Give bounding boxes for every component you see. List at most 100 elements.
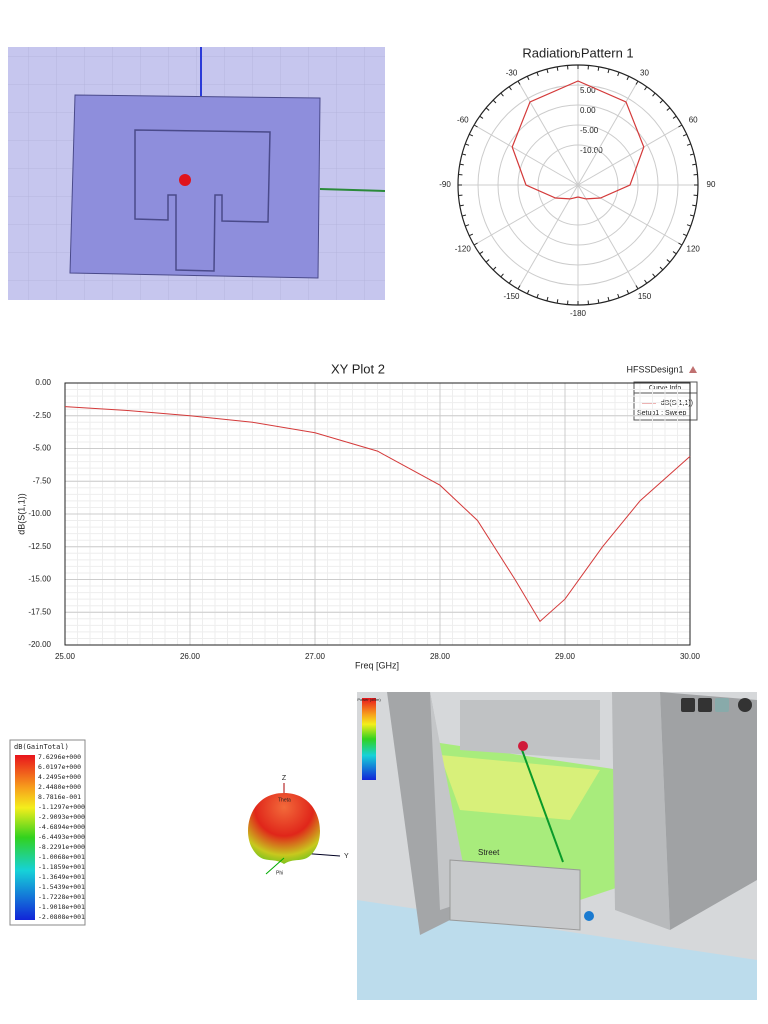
y-axis-label: dB(S(1,1)) <box>16 493 26 535</box>
legend-note: Setup1 : Sweep <box>637 410 687 417</box>
polar-spoke <box>473 124 579 186</box>
gain-label: -1.9018e+001 <box>38 903 85 911</box>
polar-tick <box>689 153 695 156</box>
gain-label: 7.6296e+000 <box>38 753 81 761</box>
y-tick-label: -5.00 <box>33 444 52 453</box>
polar-tick <box>682 233 687 237</box>
x-tick-label: 26.00 <box>180 652 201 661</box>
map-street: Street <box>478 848 500 857</box>
icon <box>689 366 697 373</box>
polar-tick <box>652 92 656 97</box>
polar-spoke <box>517 80 579 186</box>
gain-label: -2.0808e+001 <box>38 913 85 921</box>
y-tick-label: 0.00 <box>35 378 51 387</box>
polar-tick <box>644 86 648 91</box>
polar-tick <box>678 124 683 128</box>
pattern-3d: Z Y Phi Theta <box>247 775 349 876</box>
angle-label: 150 <box>638 292 652 301</box>
polar-tick <box>485 259 490 263</box>
polar-tick <box>526 76 530 81</box>
polar-tick <box>536 72 539 77</box>
polar-tick <box>666 107 671 111</box>
polar-tick <box>546 68 549 74</box>
x-axis-label: Freq [GHz] <box>355 660 399 670</box>
gain-label: -1.7228e+001 <box>38 893 85 901</box>
polar-tick <box>692 163 697 166</box>
r-tick-label: 0.00 <box>580 106 596 115</box>
polar-tick <box>469 133 474 137</box>
y-tick-label: -10.00 <box>28 509 51 518</box>
polar-spoke <box>577 184 683 246</box>
polar-tick <box>459 163 464 166</box>
r-tick-label: 5.00 <box>580 86 596 95</box>
x-tick-label: 27.00 <box>305 652 326 661</box>
y-tick-label: -20.00 <box>28 640 51 649</box>
angle-label: -60 <box>457 116 469 125</box>
gain-label: -6.4493e+000 <box>38 833 85 841</box>
polar-tick <box>479 251 484 255</box>
polar-tick <box>479 115 484 119</box>
x-tick-label: 28.00 <box>430 652 451 661</box>
map-legend-title: Power (dBm) <box>357 697 381 702</box>
polar-tick <box>678 242 683 246</box>
gain-label: -1.5439e+001 <box>38 883 85 891</box>
x-tick-label: 25.00 <box>55 652 76 661</box>
polar-tick <box>617 293 620 298</box>
polar-tick <box>597 299 600 304</box>
y-tick-label: -2.50 <box>33 411 52 420</box>
plot-frame <box>64 382 691 646</box>
axis-theta: Theta <box>278 797 291 803</box>
y-tick-label: -15.00 <box>28 575 51 584</box>
angle-label: 90 <box>707 180 716 189</box>
r-tick-label: -5.00 <box>580 126 599 135</box>
line-title: XY Plot 2 <box>331 361 385 376</box>
polar-tick <box>626 76 630 81</box>
map-view: Power (dBm) Street <box>357 692 757 1000</box>
angle-label: 120 <box>687 245 701 254</box>
y-tick-label: -17.50 <box>28 607 51 616</box>
gain-label: 6.0197e+000 <box>38 763 81 771</box>
polar-tick <box>492 99 497 104</box>
angle-label: -120 <box>455 245 472 254</box>
polar-title: Radiation Pattern 1 <box>522 45 633 60</box>
polar-tick <box>536 293 539 298</box>
polar-tick <box>459 204 464 207</box>
polar-tick <box>461 153 467 156</box>
polar-tick <box>626 289 630 294</box>
polar-tick <box>465 224 470 227</box>
angle-label: 60 <box>689 116 698 125</box>
axis-phi: Phi <box>276 870 283 876</box>
polar-tick <box>526 289 530 294</box>
line-series <box>64 406 691 623</box>
angle-label: -90 <box>439 180 451 189</box>
polar-tick <box>461 214 467 217</box>
gain-label: -8.2291e+000 <box>38 843 85 851</box>
polar-tick <box>500 273 504 278</box>
polar-spoke <box>577 80 639 186</box>
y-tick-label: -7.50 <box>33 476 52 485</box>
polar-tick <box>469 233 474 237</box>
gain-label: -1.1859e+001 <box>38 863 85 871</box>
r-tick-label: -10.00 <box>580 146 603 155</box>
polar-tick <box>686 143 691 146</box>
angle-label: 0 <box>576 51 581 60</box>
polar-tick <box>473 242 478 246</box>
polar-tick <box>682 133 687 137</box>
polar-tick <box>500 92 504 97</box>
gain-label: -2.9093e+000 <box>38 813 85 821</box>
gain-legend: dB(GainTotal) 7.6296e+000 6.0197e+000 4.24… <box>9 739 86 926</box>
x-tick-label: 30.00 <box>680 652 701 661</box>
polar-tick <box>644 279 648 284</box>
angle-label: -150 <box>503 292 520 301</box>
gain-label: -1.1297e+000 <box>38 803 85 811</box>
x-tick-label: 29.00 <box>555 652 576 661</box>
gain-label: -1.3649e+001 <box>38 873 85 881</box>
polar-tick <box>689 214 695 217</box>
polar-tick <box>659 99 664 104</box>
polar-spoke <box>577 124 683 186</box>
legend-entry: dB(S(1,1)) <box>661 400 693 407</box>
polar-tick <box>635 285 639 290</box>
gain-label: 2.4480e+000 <box>38 783 81 791</box>
polar-tick <box>686 224 691 227</box>
